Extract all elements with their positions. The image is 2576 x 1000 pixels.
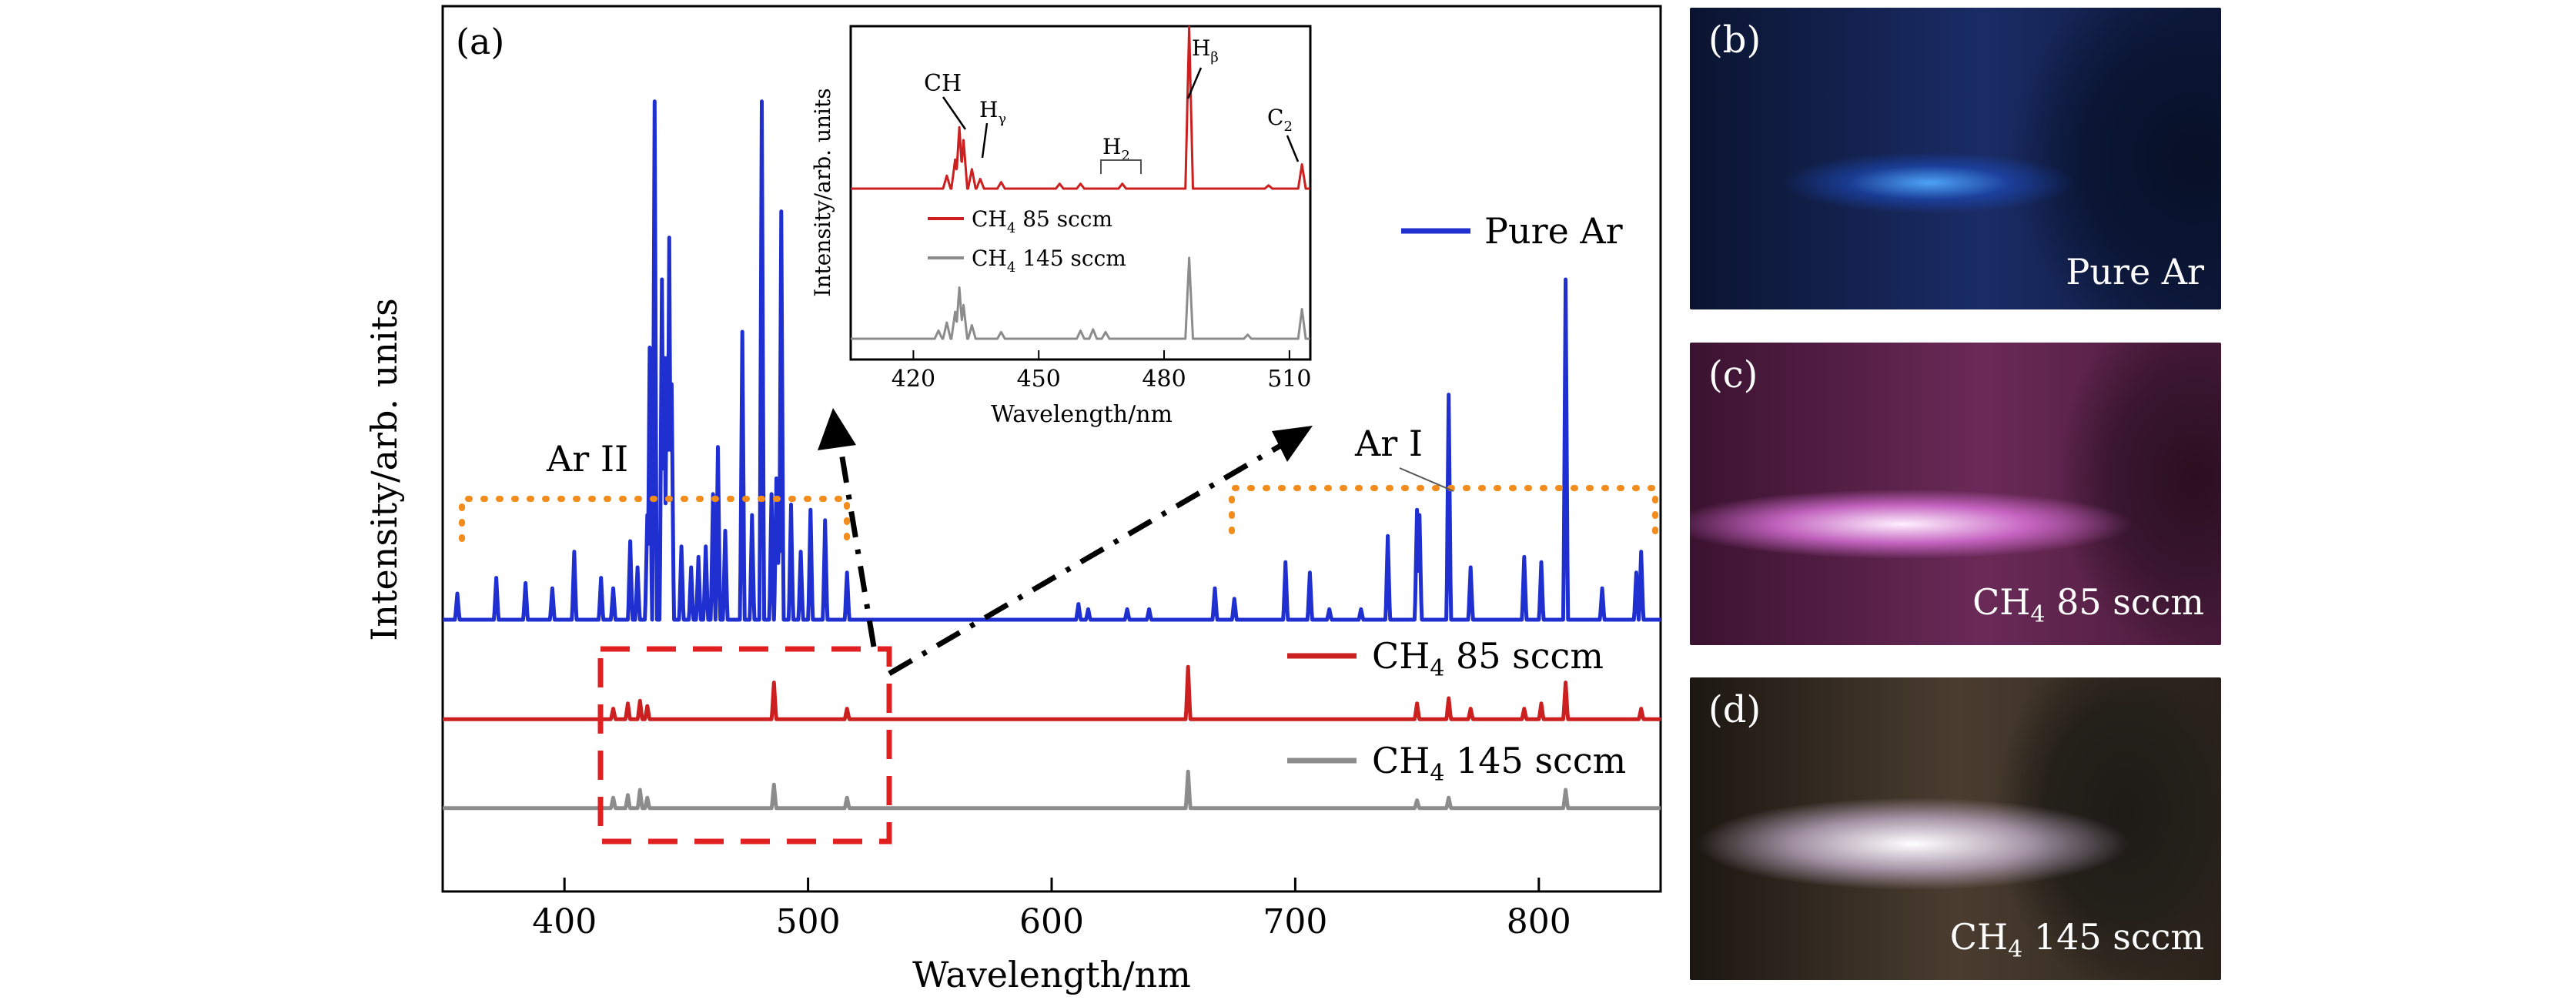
photo-caption-ch4-145: CH4 145 sccm xyxy=(1949,915,2204,963)
photo-label-b: (b) xyxy=(1708,18,1761,62)
x-tick-label: 800 xyxy=(1507,902,1571,941)
legend: Pure Ar CH4 85 sccm CH4 145 sccm xyxy=(1287,210,1626,787)
ar-i-annotation: Ar I xyxy=(1354,423,1423,464)
photo-label-d: (d) xyxy=(1708,688,1761,731)
spectrum-chart: (a) Intensity/arb. units Wavelength/nm 4… xyxy=(363,5,1662,995)
x-axis-label: Wavelength/nm xyxy=(912,954,1191,995)
ar-ii-guide-curve xyxy=(459,496,850,542)
inset-x-tick-label: 510 xyxy=(1267,366,1311,393)
photo-caption-ch4-85: CH4 85 sccm xyxy=(1972,580,2204,628)
inset-frame xyxy=(849,25,1312,361)
inset-pointer-c2 xyxy=(1286,135,1300,162)
inset-annotation-h-beta: Hβ xyxy=(1192,35,1219,65)
ar-i-pointer xyxy=(1399,467,1454,492)
legend-label-ch4-145: CH4 145 sccm xyxy=(1372,740,1626,787)
zoom-arrow-right-head xyxy=(1272,426,1313,462)
inset-x-tick-label: 420 xyxy=(892,366,935,393)
photo-ch4-145: (d) CH4 145 sccm xyxy=(1690,677,2221,980)
series-line-0 xyxy=(441,99,1662,622)
inset-x-tick-label: 480 xyxy=(1142,366,1186,393)
x-tick-label: 600 xyxy=(1019,902,1084,941)
zoom-region-box xyxy=(597,646,892,844)
inset-x-tick-label: 450 xyxy=(1017,366,1061,393)
inset-series-line-0 xyxy=(850,25,1311,190)
inset-annotation-c2: C2 xyxy=(1267,105,1293,135)
panel-a-label: (a) xyxy=(456,21,504,62)
legend-label-pure-ar: Pure Ar xyxy=(1484,210,1623,252)
photo-caption-pure-ar: Pure Ar xyxy=(2066,251,2204,293)
zoom-arrow-right xyxy=(888,440,1287,677)
inset-annotation-ch: CH xyxy=(924,70,962,97)
inset-pointer-h-gamma xyxy=(981,122,989,159)
inset-chart: Intensity/arb. units Wavelength/nm 420 45… xyxy=(810,25,1312,428)
zoom-arrow-left-head xyxy=(818,408,856,450)
legend-label-ch4-85: CH4 85 sccm xyxy=(1372,635,1604,682)
photo-pure-ar: (b) Pure Ar xyxy=(1690,8,2221,309)
x-tick-label: 500 xyxy=(776,902,841,941)
x-tick-label: 400 xyxy=(532,902,597,941)
series-lines xyxy=(441,99,1662,811)
inset-x-ticks: 420 450 480 510 xyxy=(892,350,1311,393)
inset-x-axis-label: Wavelength/nm xyxy=(991,401,1173,428)
inset-pointer-h-beta xyxy=(1186,67,1203,99)
series-line-2 xyxy=(441,769,1662,811)
x-tick-label: 700 xyxy=(1263,902,1327,941)
inset-legend-label-ch4-85: CH4 85 sccm xyxy=(972,206,1112,236)
inset-pointer-ch xyxy=(942,96,967,130)
inset-annotation-h2: H2 xyxy=(1102,134,1130,164)
x-ticks: 400 500 600 700 800 xyxy=(532,878,1571,941)
inset-legend-label-ch4-145: CH4 145 sccm xyxy=(972,246,1126,276)
ar-ii-annotation: Ar II xyxy=(546,438,628,480)
inset-series-line-1 xyxy=(850,256,1311,340)
series-line-1 xyxy=(441,664,1662,721)
photo-label-c: (c) xyxy=(1708,353,1758,396)
photo-ch4-85: (c) CH4 85 sccm xyxy=(1690,343,2221,645)
inset-y-axis-label: Intensity/arb. units xyxy=(810,88,835,296)
inset-series-lines xyxy=(850,25,1311,340)
y-axis-label: Intensity/arb. units xyxy=(363,298,405,641)
inset-h2-bracket xyxy=(1100,159,1142,174)
zoom-arrow-left xyxy=(836,438,877,647)
inset-annotation-h-gamma: Hγ xyxy=(979,97,1006,127)
